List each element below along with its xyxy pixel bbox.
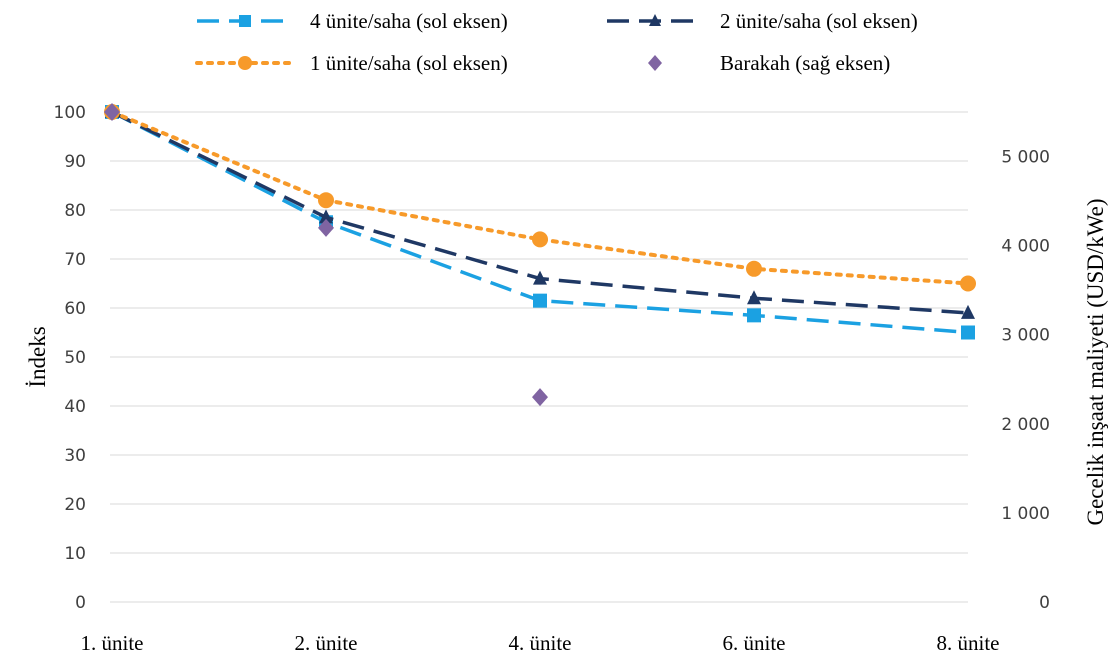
legend-label: 2 ünite/saha (sol eksen) xyxy=(720,9,918,33)
category-tick-label: 6. ünite xyxy=(723,631,786,655)
data-point xyxy=(533,270,547,285)
data-point xyxy=(533,293,547,308)
data-point xyxy=(747,308,761,323)
data-point xyxy=(960,275,976,292)
legend-entry: 4 ünite/saha (sol eksen) xyxy=(197,9,508,33)
series xyxy=(104,103,976,407)
data-point xyxy=(961,325,975,340)
legend-marker xyxy=(649,14,661,26)
legend-entry: 2 ünite/saha (sol eksen) xyxy=(607,9,918,33)
right-tick-label: 3 000 xyxy=(1001,326,1050,346)
data-point xyxy=(318,192,334,209)
right-tick-label: 5 000 xyxy=(1001,148,1050,168)
right-tick-label: 0 xyxy=(1039,593,1050,613)
legend: 4 ünite/saha (sol eksen) 2 ünite/saha (so… xyxy=(195,9,918,75)
category-tick-label: 2. ünite xyxy=(295,631,358,655)
legend-label: 4 ünite/saha (sol eksen) xyxy=(310,9,508,33)
data-point xyxy=(319,209,333,224)
left-tick-label: 0 xyxy=(75,593,86,613)
category-tick-label: 8. ünite xyxy=(937,631,1000,655)
right-axis-title: Gecelik inşaat maliyeti (USD/kWe) xyxy=(1083,198,1108,525)
data-point xyxy=(318,218,334,237)
series-diamond xyxy=(104,103,548,407)
right-tick-label: 1 000 xyxy=(1001,504,1050,524)
legend-marker xyxy=(238,56,252,70)
category-tick-label: 4. ünite xyxy=(509,631,572,655)
left-axis-title: İndeks xyxy=(25,326,50,387)
left-tick-label: 40 xyxy=(64,397,86,417)
right-tick-label: 2 000 xyxy=(1001,415,1050,435)
series-line xyxy=(110,110,970,286)
data-point xyxy=(961,304,975,319)
series-triangle xyxy=(105,104,975,319)
right-axis-ticks: 0 1 000 2 000 3 000 4 000 5 000 xyxy=(1001,148,1050,613)
legend-label: 1 ünite/saha (sol eksen) xyxy=(310,51,508,75)
data-point xyxy=(746,260,762,277)
left-tick-label: 20 xyxy=(64,495,86,515)
legend-marker xyxy=(648,55,662,71)
legend-entry: 1 ünite/saha (sol eksen) xyxy=(195,51,508,75)
category-axis-ticks: 1. ünite 2. ünite 4. ünite 6. ünite 8. ünite xyxy=(81,631,1000,655)
left-tick-label: 70 xyxy=(64,250,86,270)
data-point xyxy=(747,290,761,305)
data-point xyxy=(104,103,120,121)
data-point xyxy=(532,231,548,248)
right-tick-label: 4 000 xyxy=(1001,237,1050,257)
left-tick-label: 10 xyxy=(64,544,86,564)
left-tick-label: 90 xyxy=(64,152,86,172)
legend-marker xyxy=(239,15,251,27)
left-tick-label: 100 xyxy=(54,103,86,123)
left-tick-label: 80 xyxy=(64,201,86,221)
left-tick-label: 60 xyxy=(64,299,86,319)
legend-label: Barakah (sağ eksen) xyxy=(720,51,890,75)
left-axis-ticks: 0 10 20 30 40 50 60 70 80 90 100 xyxy=(54,103,86,613)
legend-entry: Barakah (sağ eksen) xyxy=(648,51,890,75)
series-square xyxy=(105,105,975,340)
data-point xyxy=(532,388,548,407)
grid xyxy=(110,111,968,603)
series-circle xyxy=(104,104,976,292)
left-tick-label: 30 xyxy=(64,446,86,466)
category-tick-label: 1. ünite xyxy=(81,631,144,655)
left-tick-label: 50 xyxy=(64,348,86,368)
